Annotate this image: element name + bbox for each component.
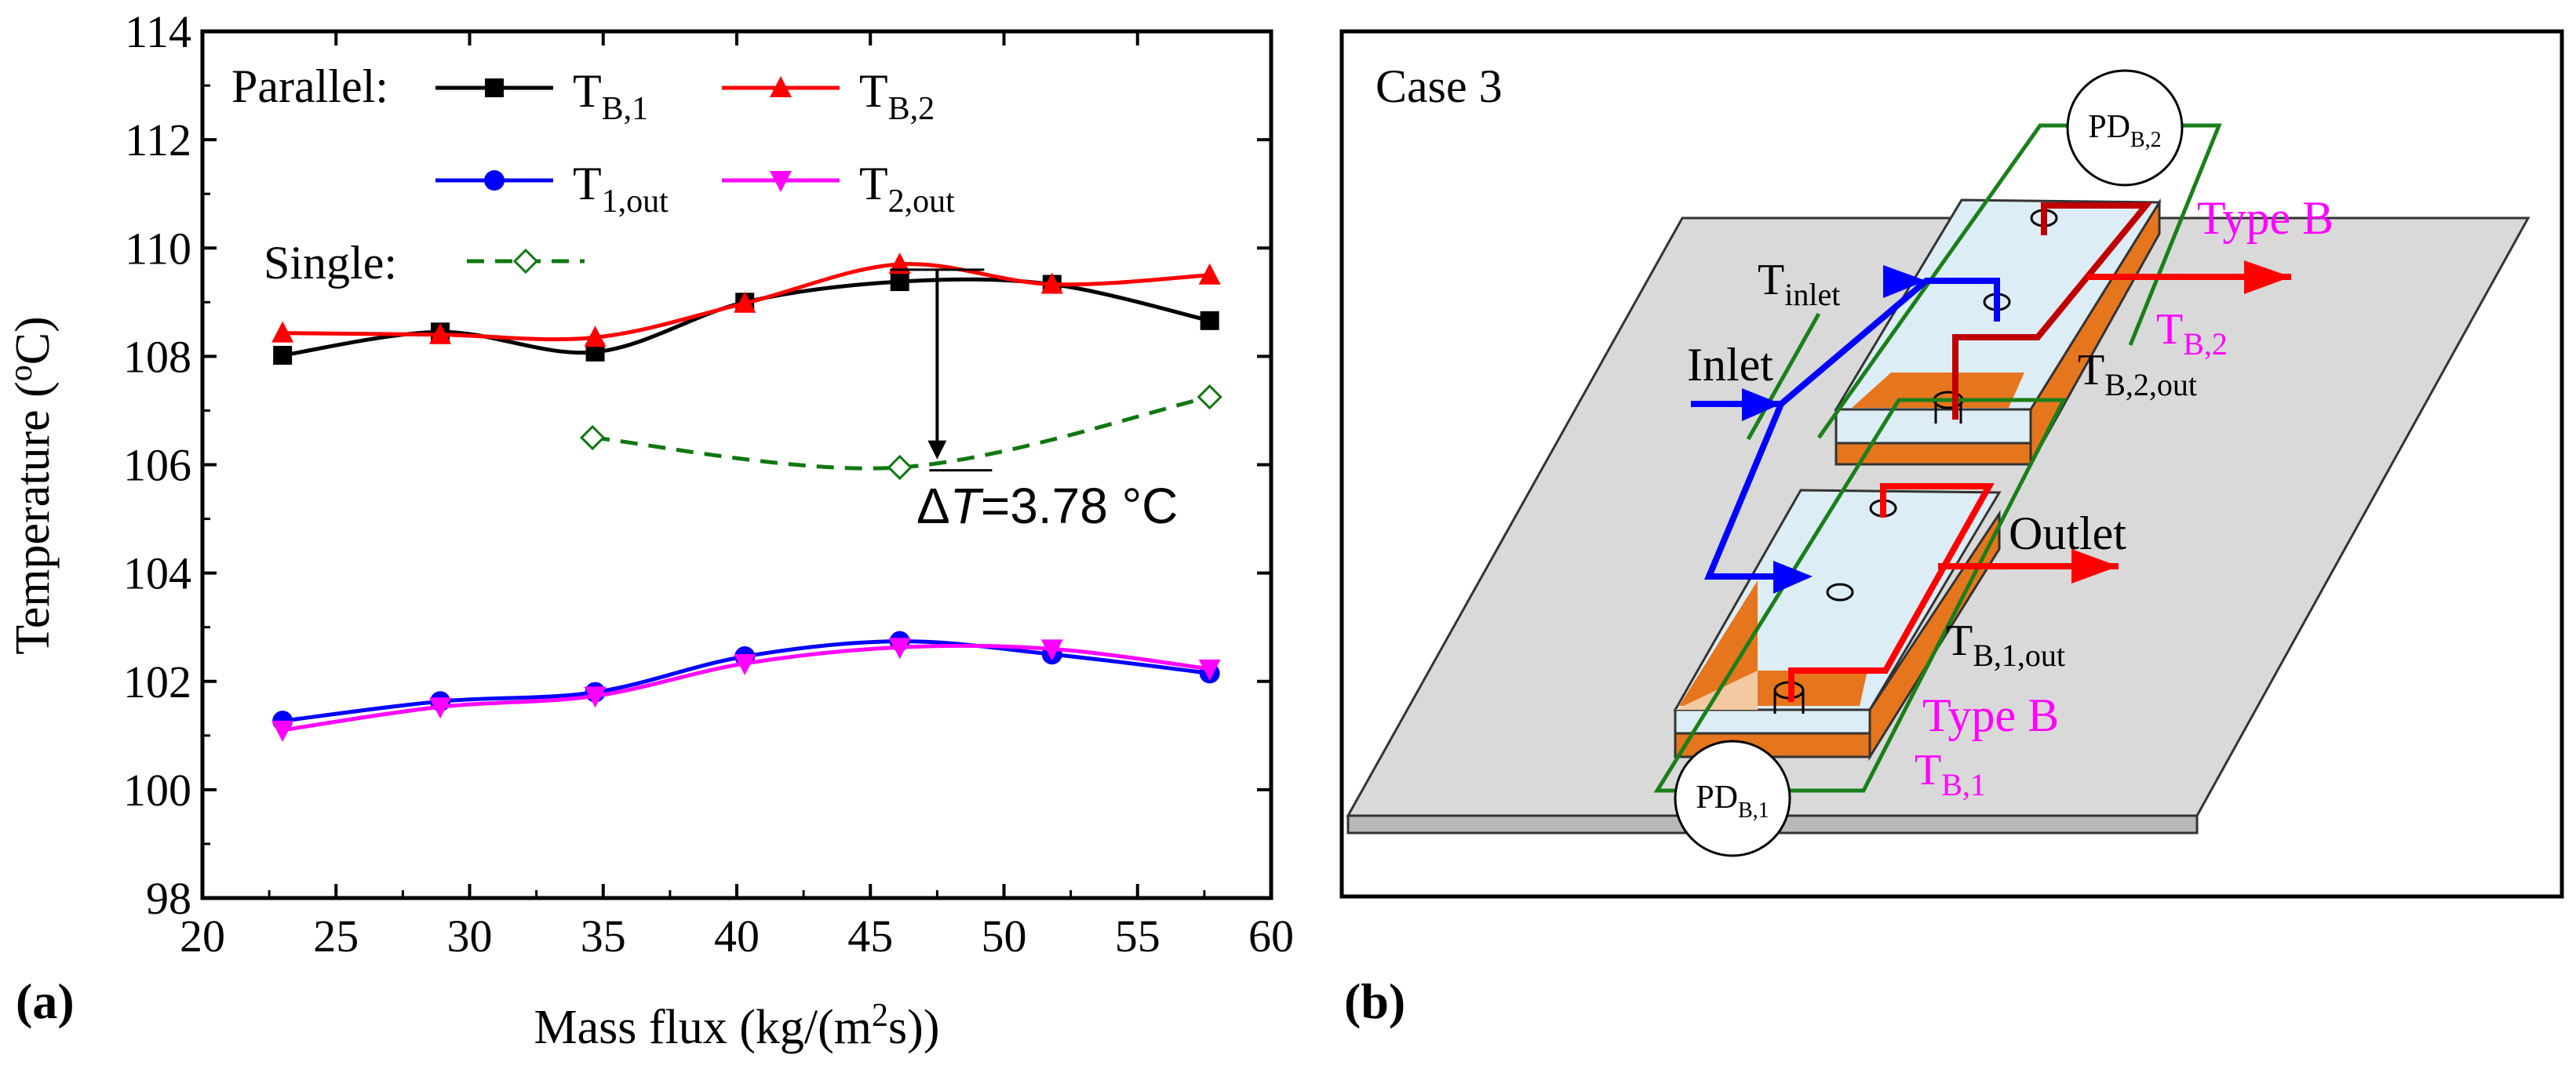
legend-item: TB,2 (722, 65, 935, 127)
tb2out-label: TB,2,out (2078, 346, 2197, 402)
x-tick-label: 20 (180, 911, 225, 962)
pd-b2-circle: PDB,2 (2066, 69, 2184, 187)
series-t-1-out (272, 631, 1220, 732)
data-point (580, 424, 606, 451)
x-axis-label: Mass flux (kg/(m2s)) (534, 998, 940, 1054)
y-axis: 98 100 102 104 106 108 110 112 114 (123, 6, 1271, 924)
panel-b-diagram: Case 3 (b) (1339, 29, 2564, 1029)
y-tick-label: 110 (125, 223, 191, 274)
legend-parallel-label: Parallel: (231, 60, 388, 112)
panel-a-label: (a) (16, 973, 75, 1029)
plot-frame (200, 29, 1273, 900)
x-tick-label: 50 (982, 911, 1027, 962)
svg-text:PDB,1: PDB,1 (1696, 780, 1769, 823)
data-point (888, 638, 911, 660)
legend-item: TB,1 (435, 65, 648, 127)
legend-label: T2,out (859, 158, 955, 220)
data-point (890, 272, 909, 292)
tb1-label: TB,1 (1915, 746, 1986, 802)
x-tick-label: 30 (447, 911, 493, 962)
y-tick-label: 112 (125, 115, 191, 165)
data-point (1198, 263, 1221, 285)
panel-b-label: (b) (1344, 973, 1405, 1029)
type-b-top-label: Type B (2197, 192, 2334, 244)
x-tick-label: 25 (313, 911, 359, 962)
legend-items: TB,1 TB,2 T1,out T2,out (435, 65, 955, 275)
y-tick-label: 102 (123, 656, 191, 707)
x-tick-label: 55 (1115, 911, 1160, 962)
red-flow-path (1788, 202, 2291, 702)
series-line (282, 277, 1211, 358)
case-title: Case 3 (1375, 60, 1503, 112)
data-point (429, 697, 452, 719)
data-point (484, 170, 505, 191)
data-point (887, 454, 913, 481)
data-point (1198, 659, 1221, 681)
y-tick-label: 98 (146, 873, 191, 924)
x-tick-label: 35 (581, 911, 626, 962)
legend-label: TB,1 (573, 65, 648, 127)
legend-item: T2,out (722, 158, 955, 220)
data-point (734, 653, 756, 675)
x-axis: 20 25 30 35 40 45 50 55 60 (180, 31, 1294, 962)
y-tick-label: 108 (123, 331, 191, 382)
series-layer (271, 252, 1222, 742)
y-tick-label: 100 (123, 765, 191, 816)
data-point (1040, 639, 1063, 661)
y-axis-label: Temperature (oC) (3, 316, 60, 655)
x-tick-label: 45 (847, 911, 893, 962)
pd-b2-lead (1746, 312, 1821, 441)
legend: Parallel: Single: TB,1 TB,2 T1,out T2,out (231, 60, 955, 289)
pd-b1-circle: PDB,1 (1674, 740, 1791, 857)
y-tick-label: 106 (123, 440, 191, 491)
data-point (1200, 311, 1219, 330)
legend-label: T1,out (573, 158, 669, 220)
t-inlet-label: Tinlet (1758, 256, 1840, 312)
data-point (429, 322, 452, 344)
data-point (734, 291, 756, 313)
outlet-label: Outlet (2009, 507, 2126, 559)
legend-item: T1,out (435, 158, 669, 220)
data-point (770, 171, 792, 192)
diagram-frame (1339, 29, 2564, 899)
x-tick-label: 60 (1248, 911, 1294, 962)
inlet-label: Inlet (1687, 339, 1773, 391)
data-point (271, 720, 294, 742)
data-point (485, 78, 504, 97)
data-point (273, 345, 293, 365)
data-point (512, 248, 539, 275)
data-point (584, 325, 607, 347)
tb2-label: TB,2 (2156, 305, 2228, 362)
series-single (580, 384, 1222, 481)
legend-single-label: Single: (264, 237, 397, 289)
y-tick-label: 114 (125, 6, 191, 57)
tb1out-label: TB,1,out (1946, 616, 2065, 673)
y-tick-label: 104 (123, 548, 191, 599)
data-point (584, 686, 607, 708)
panel-a-chart: 98 100 102 104 106 108 110 112 114 20 25 30 35 40 45 5… (3, 6, 1294, 1054)
blue-flow-path (1691, 265, 2000, 594)
series-t-b-2 (271, 252, 1221, 347)
series-t-2-out (271, 638, 1221, 742)
series-line (592, 395, 1211, 471)
delta-t-annotation: ΔT=3.78 °C (890, 268, 1178, 534)
type-b-bottom-label: Type B (1922, 689, 2059, 741)
data-point (1040, 272, 1063, 294)
data-point (770, 76, 792, 97)
data-point (1197, 384, 1222, 410)
data-point (271, 321, 294, 343)
delta-t-label: ΔT=3.78 °C (916, 478, 1178, 534)
data-point (888, 252, 911, 274)
svg-text:PDB,2: PDB,2 (2088, 109, 2161, 152)
delta-t-arrowhead (927, 440, 947, 460)
legend-item (467, 248, 585, 275)
legend-label: TB,2 (859, 65, 935, 127)
x-tick-label: 40 (714, 911, 760, 962)
